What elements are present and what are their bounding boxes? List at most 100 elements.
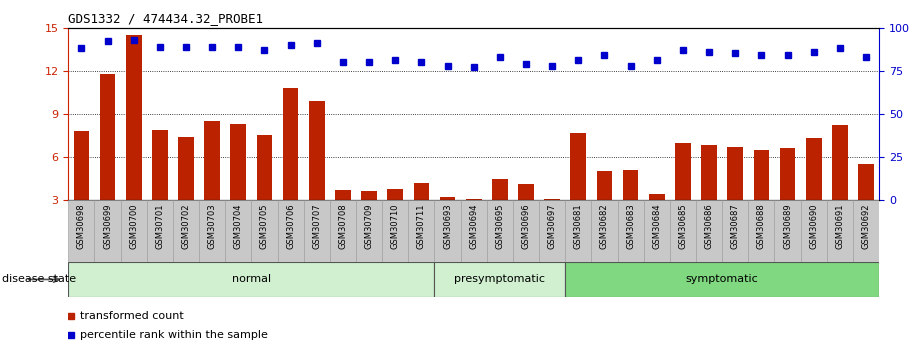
Bar <box>120 200 147 262</box>
Bar <box>152 130 168 200</box>
Text: disease state: disease state <box>2 275 76 284</box>
Text: GSM30705: GSM30705 <box>260 203 269 249</box>
Bar <box>644 200 670 262</box>
Bar <box>95 200 120 262</box>
Bar <box>68 200 95 262</box>
Text: GSM30693: GSM30693 <box>443 203 452 249</box>
Bar <box>727 147 743 200</box>
Bar <box>597 171 612 200</box>
Bar <box>251 200 278 262</box>
Text: GSM30695: GSM30695 <box>496 203 505 249</box>
Bar <box>774 200 801 262</box>
Text: presymptomatic: presymptomatic <box>455 275 546 284</box>
Bar <box>858 164 874 200</box>
Bar <box>330 200 356 262</box>
Bar <box>486 200 513 262</box>
Bar <box>356 200 383 262</box>
Text: GSM30684: GSM30684 <box>652 203 661 249</box>
Bar <box>565 200 591 262</box>
Bar <box>362 191 377 200</box>
Text: GSM30697: GSM30697 <box>548 203 557 249</box>
Text: GSM30707: GSM30707 <box>312 203 322 249</box>
Bar <box>591 200 618 262</box>
Bar <box>827 200 853 262</box>
Bar <box>675 142 691 200</box>
Bar <box>147 200 173 262</box>
Bar <box>649 194 665 200</box>
Bar <box>303 200 330 262</box>
Text: GSM30698: GSM30698 <box>77 203 86 249</box>
Text: GSM30692: GSM30692 <box>862 203 871 249</box>
Text: GSM30701: GSM30701 <box>156 203 164 249</box>
Bar <box>461 200 486 262</box>
Text: GSM30683: GSM30683 <box>626 203 635 249</box>
Text: GDS1332 / 474434.32_PROBE1: GDS1332 / 474434.32_PROBE1 <box>68 12 263 25</box>
Bar <box>696 200 722 262</box>
Bar <box>230 124 246 200</box>
Bar <box>204 121 220 200</box>
Text: percentile rank within the sample: percentile rank within the sample <box>80 330 268 339</box>
Bar <box>414 183 429 200</box>
Bar <box>701 146 717 200</box>
Bar <box>309 101 324 200</box>
Text: GSM30687: GSM30687 <box>731 203 740 249</box>
Bar <box>68 262 435 297</box>
Bar <box>408 200 435 262</box>
Text: GSM30699: GSM30699 <box>103 203 112 249</box>
Text: GSM30689: GSM30689 <box>783 203 792 249</box>
Bar <box>618 200 644 262</box>
Text: GSM30704: GSM30704 <box>234 203 243 249</box>
Bar <box>623 170 639 200</box>
Bar <box>670 200 696 262</box>
Bar <box>570 132 586 200</box>
Bar <box>383 200 408 262</box>
Text: GSM30700: GSM30700 <box>129 203 138 249</box>
Text: GSM30708: GSM30708 <box>339 203 347 249</box>
Bar <box>257 136 272 200</box>
Bar <box>225 200 251 262</box>
Bar <box>853 200 879 262</box>
Text: GSM30702: GSM30702 <box>181 203 190 249</box>
Text: symptomatic: symptomatic <box>686 275 759 284</box>
Bar <box>722 200 748 262</box>
Text: GSM30690: GSM30690 <box>809 203 818 249</box>
Bar <box>387 189 403 200</box>
Bar <box>780 148 795 200</box>
Bar <box>518 184 534 200</box>
Bar <box>539 200 565 262</box>
Text: normal: normal <box>231 275 271 284</box>
Text: GSM30685: GSM30685 <box>679 203 688 249</box>
Text: GSM30691: GSM30691 <box>835 203 844 249</box>
Bar <box>545 199 560 200</box>
Bar <box>278 200 303 262</box>
Text: GSM30694: GSM30694 <box>469 203 478 249</box>
Bar <box>513 200 539 262</box>
Bar <box>173 200 200 262</box>
Bar <box>435 200 461 262</box>
Bar <box>565 262 879 297</box>
Text: GSM30686: GSM30686 <box>704 203 713 249</box>
Bar <box>282 88 299 200</box>
Text: GSM30706: GSM30706 <box>286 203 295 249</box>
Bar <box>748 200 774 262</box>
Text: GSM30709: GSM30709 <box>364 203 374 249</box>
Bar <box>492 179 507 200</box>
Bar <box>335 190 351 200</box>
Text: transformed count: transformed count <box>80 311 183 321</box>
Text: GSM30711: GSM30711 <box>417 203 426 249</box>
Bar <box>74 131 89 200</box>
Bar <box>126 35 141 200</box>
Text: GSM30710: GSM30710 <box>391 203 400 249</box>
Bar <box>99 73 116 200</box>
Text: GSM30703: GSM30703 <box>208 203 217 249</box>
Bar <box>440 197 456 200</box>
Text: GSM30682: GSM30682 <box>600 203 609 249</box>
Bar <box>466 199 482 200</box>
Bar <box>753 150 769 200</box>
Bar <box>200 200 225 262</box>
Text: GSM30696: GSM30696 <box>521 203 530 249</box>
Bar <box>832 125 848 200</box>
Bar <box>801 200 827 262</box>
Bar <box>179 137 194 200</box>
Bar <box>435 262 565 297</box>
